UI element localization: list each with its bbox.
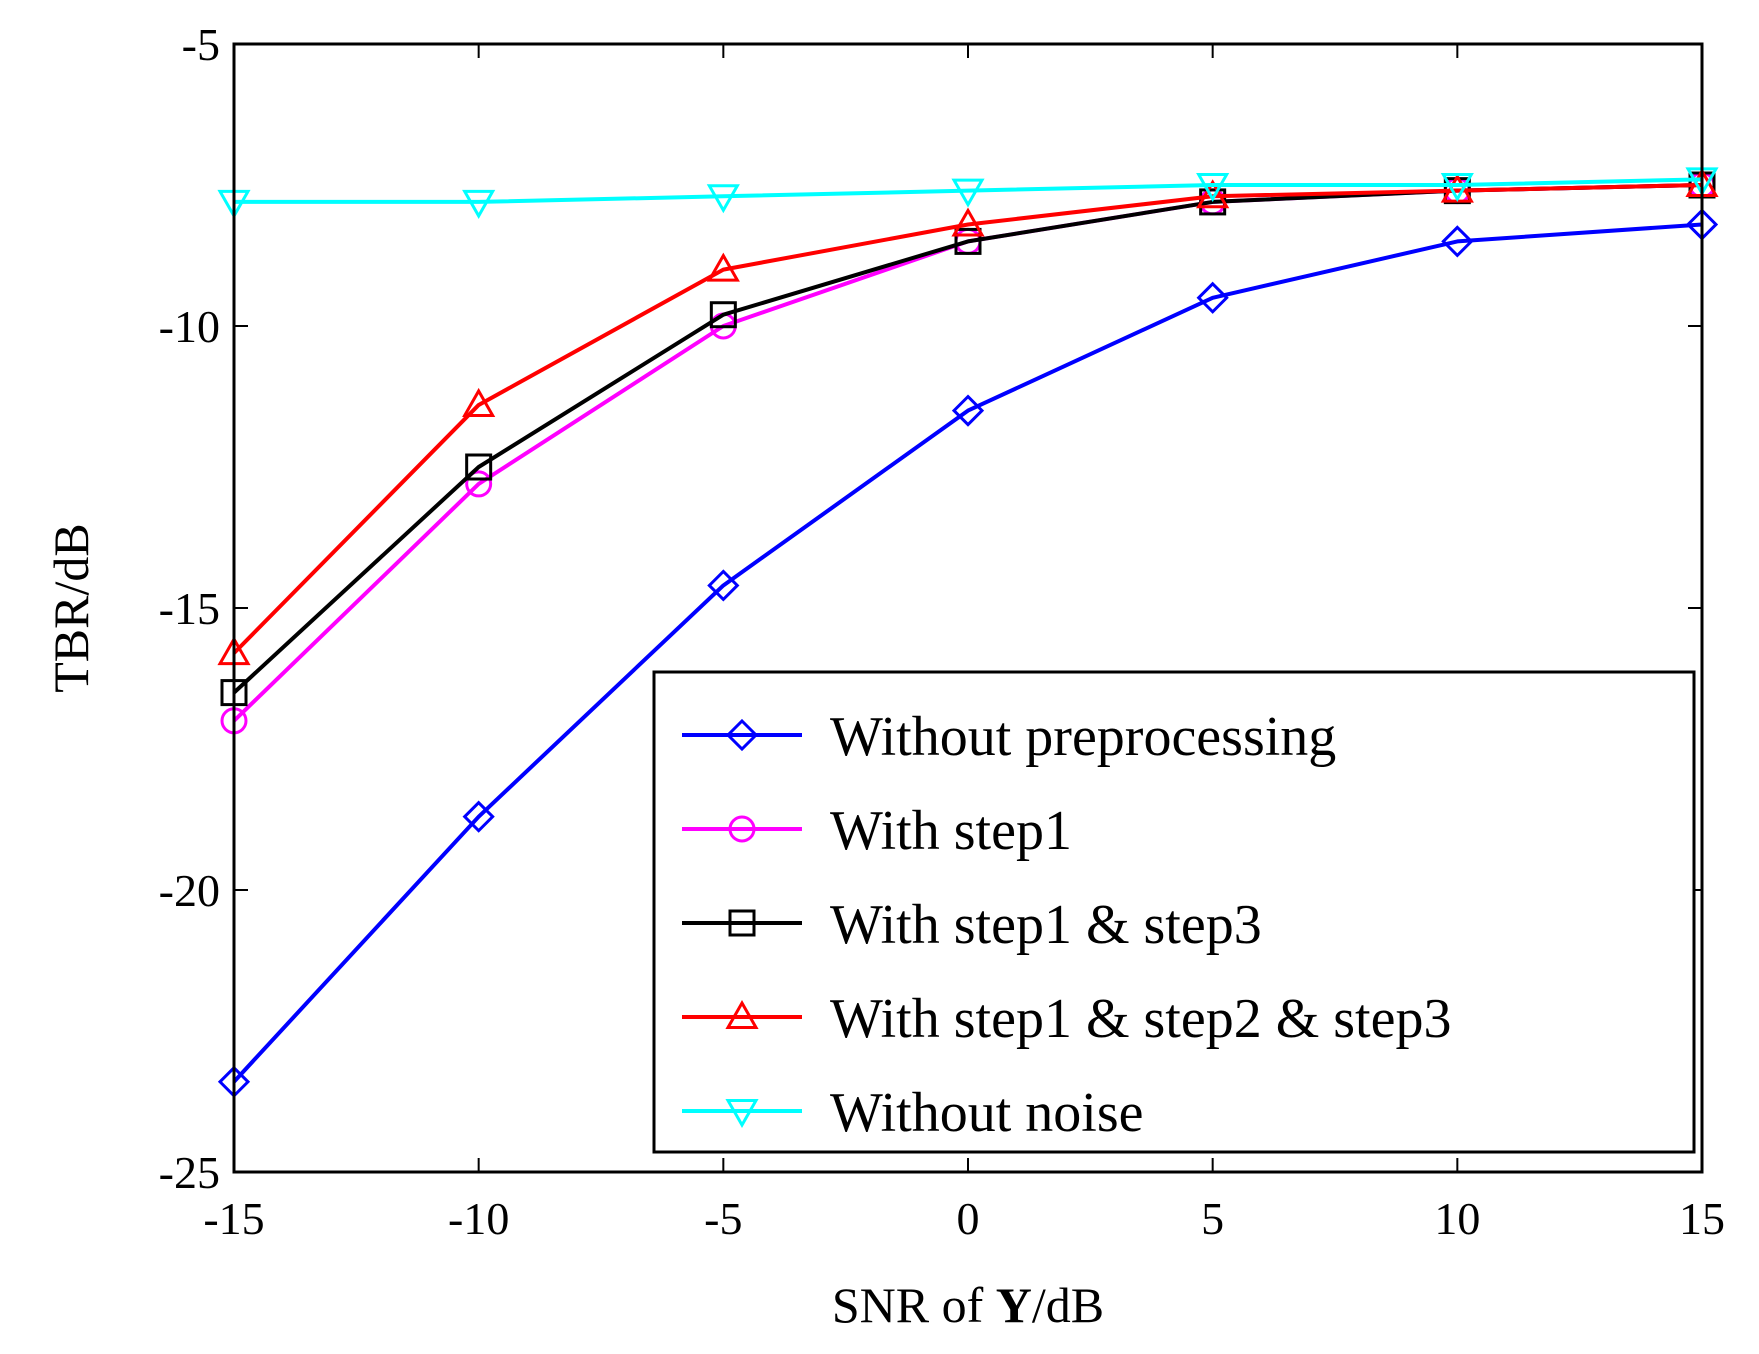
y-tick-label: -25 — [159, 1147, 220, 1198]
x-tick-label: 15 — [1679, 1193, 1725, 1244]
data-point-with-step1-and-step2-and-step3 — [951, 207, 985, 237]
legend-swatch-marker — [725, 1099, 759, 1129]
data-point-without-noise — [706, 184, 740, 214]
data-point-without-noise — [951, 178, 985, 208]
x-axis-label: SNR of Y/dB — [832, 1277, 1104, 1333]
data-point-without-preprocessing — [1441, 225, 1474, 258]
legend-swatch-marker — [725, 999, 759, 1029]
y-axis-label: TBR/dB — [43, 523, 99, 692]
data-point-with-step1-and-step3 — [709, 301, 737, 329]
legend-swatch-marker — [728, 815, 756, 843]
x-axis-label-prefix: SNR of — [832, 1277, 996, 1333]
legend-label: With step1 — [830, 800, 1072, 862]
data-point-with-step1-and-step3 — [954, 227, 982, 255]
x-tick-label: 5 — [1201, 1193, 1224, 1244]
x-axis-label-suffix: /dB — [1032, 1277, 1104, 1333]
data-point-without-noise — [462, 189, 496, 219]
data-point-without-preprocessing — [951, 394, 985, 427]
data-point-without-preprocessing — [462, 800, 495, 833]
data-point-without-preprocessing — [707, 569, 740, 602]
x-axis-label-symbol: Y — [996, 1277, 1032, 1333]
x-tick-label: -10 — [448, 1193, 509, 1244]
y-tick-label: -20 — [159, 865, 220, 916]
x-tick-label: -5 — [704, 1193, 742, 1244]
legend-label: With step1 & step3 — [830, 894, 1262, 956]
x-tick-label: 0 — [957, 1193, 980, 1244]
y-tick-label: -10 — [159, 301, 220, 352]
legend-label: Without preprocessing — [830, 706, 1336, 768]
data-point-with-step1-and-step2-and-step3 — [1196, 179, 1230, 209]
x-tick-label: 10 — [1434, 1193, 1480, 1244]
x-tick-label: -15 — [203, 1193, 264, 1244]
y-tick-label: -15 — [159, 583, 220, 634]
data-point-with-step1-and-step2-and-step3 — [462, 387, 496, 417]
series-line-without-preprocessing — [232, 222, 1703, 1084]
data-point-with-step1-and-step2-and-step3 — [706, 252, 740, 282]
series-line-with-step1-and-step2-and-step3 — [232, 183, 1703, 655]
legend-swatch-marker — [725, 718, 759, 752]
legend-item-without-preprocessing: Without preprocessing — [682, 706, 1336, 768]
data-point-with-step1-and-step3 — [465, 453, 493, 481]
legend-item-without-noise: Without noise — [682, 1082, 1144, 1144]
y-tick-label: -5 — [182, 19, 220, 70]
legend-box — [652, 670, 1696, 1154]
legend-item-with-step1-and-step2-and-step3: With step1 & step2 & step3 — [682, 988, 1451, 1050]
legend-label: With step1 & step2 & step3 — [830, 988, 1451, 1050]
legend-item-with-step1-and-step3: With step1 & step3 — [682, 894, 1262, 956]
legend-label: Without noise — [830, 1082, 1144, 1144]
legend-item-with-step1: With step1 — [682, 800, 1072, 862]
legend-swatch-marker — [728, 909, 756, 937]
data-point-without-preprocessing — [1196, 281, 1229, 314]
series-line-without-noise — [234, 177, 1703, 204]
data-point-without-noise — [1440, 173, 1474, 203]
data-point-without-noise — [1196, 173, 1230, 203]
data-point-with-step1 — [465, 470, 493, 498]
legend: Without preprocessing With step1 With step… — [652, 670, 1696, 1154]
